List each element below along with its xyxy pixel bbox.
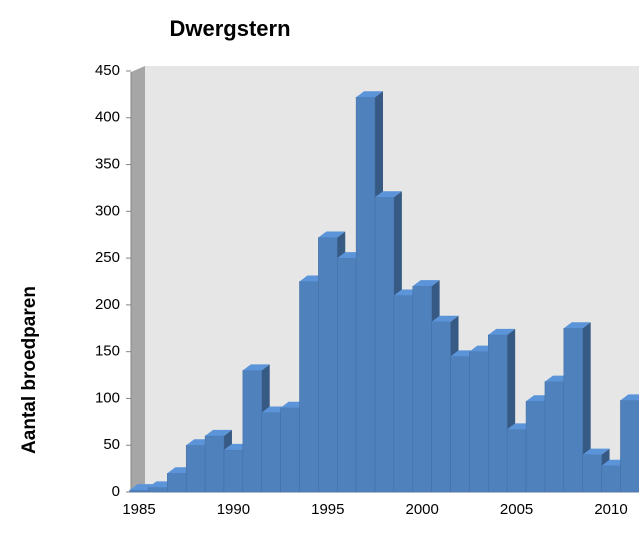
bar [261,412,281,493]
bar [185,444,206,493]
y-tick-label: 250 [95,249,120,266]
y-tick-label: 100 [95,389,120,406]
plot-side-wall [131,66,145,492]
chart-title: Dwergstern [169,16,290,41]
y-tick-label: 50 [103,436,120,453]
bar [204,435,225,493]
bar-side [582,322,591,492]
bar-top [356,91,383,98]
bar [601,465,621,493]
bar [167,473,187,493]
y-tick-label: 150 [95,343,120,360]
bar-top [582,448,610,455]
bar [506,429,527,493]
bar [563,328,583,493]
y-tick-label: 350 [95,156,120,173]
bar [336,257,357,493]
bar [582,454,602,493]
y-tick-label: 300 [95,202,120,219]
bar-top [620,394,639,401]
bar [412,285,432,493]
x-tick-label: 1985 [122,501,155,518]
y-tick-label: 0 [112,483,120,500]
x-tick-label: 2000 [406,501,439,518]
bar [525,401,546,493]
bar [148,487,168,493]
bar-top [488,328,516,335]
bar-top [563,322,591,329]
bar [223,449,244,493]
x-tick-label: 1995 [311,501,344,518]
bar [280,407,300,493]
bar [544,381,565,493]
bar [393,295,414,493]
bar-top [412,280,440,287]
bar-top [242,364,270,371]
y-tick-label: 450 [95,62,120,79]
y-axis-label: Aantal broedparen [19,286,40,454]
bar [355,96,376,493]
y-tick-label: 400 [95,109,120,126]
bar [129,489,149,493]
x-tick-label: 2005 [500,501,533,518]
bar-top [375,191,402,198]
bar-top [431,315,459,322]
bar-top [318,231,346,238]
bar [374,197,395,493]
bar [299,281,319,493]
bar [450,356,470,493]
bar [469,351,489,493]
bar-top [205,429,232,436]
bar [242,370,262,493]
x-tick-label: 2010 [594,501,627,518]
y-tick-label: 200 [95,296,120,313]
bar [318,237,338,493]
bar [620,400,639,493]
x-tick-label: 1990 [217,501,250,518]
bar [431,321,451,493]
bar [488,334,508,493]
